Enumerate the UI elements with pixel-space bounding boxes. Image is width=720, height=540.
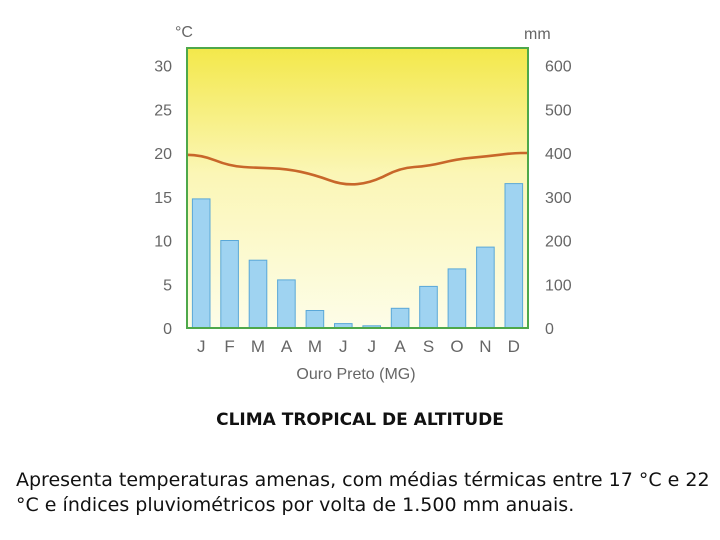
temperature-line (186, 151, 528, 186)
month-label: D (508, 337, 520, 356)
month-label: J (197, 337, 206, 356)
right-tick-label: 600 (545, 59, 572, 76)
plot-background (187, 48, 528, 328)
precip-bar-10 (447, 268, 467, 329)
left-axis-unit: °C (175, 24, 193, 41)
left-tick-label: 5 (163, 277, 172, 294)
month-label: S (423, 337, 434, 356)
month-label: A (281, 337, 293, 356)
precip-bar-9 (419, 285, 438, 329)
caption-text: Apresenta temperaturas amenas, com média… (16, 469, 710, 516)
right-axis-ticks: 0 100 200 300 400 500 600 (545, 59, 572, 339)
month-label: M (251, 337, 265, 356)
month-label: M (308, 337, 322, 356)
month-label: J (339, 337, 348, 356)
right-tick-label: 200 (545, 234, 572, 251)
left-tick-label: 10 (154, 234, 172, 251)
left-axis-ticks: 0 5 10 15 20 25 30 (154, 59, 172, 339)
month-label: J (367, 337, 376, 356)
right-tick-label: 500 (545, 102, 572, 119)
month-label: O (450, 337, 463, 356)
plot-frame (186, 47, 529, 329)
right-axis-unit: mm (524, 26, 551, 43)
precip-bar-12 (504, 183, 524, 329)
month-label: A (394, 337, 406, 356)
left-tick-label: 15 (154, 190, 172, 207)
precip-bar-3 (248, 259, 268, 329)
left-tick-label: 25 (154, 102, 172, 119)
precip-bar-1 (191, 198, 211, 329)
left-tick-label: 20 (154, 146, 172, 163)
left-tick-label: 0 (163, 321, 172, 338)
right-tick-label: 0 (545, 321, 554, 338)
left-tick-label: 30 (154, 59, 172, 76)
precip-bar-2 (220, 240, 239, 329)
precip-bar-8 (390, 307, 410, 329)
precip-bar-4 (277, 279, 296, 329)
precipitation-bars (191, 183, 524, 329)
precip-bar-5 (305, 310, 325, 329)
month-label: F (224, 337, 234, 356)
caption-title: CLIMA TROPICAL DE ALTITUDE (216, 410, 504, 430)
month-label: N (479, 337, 491, 356)
precip-bar-11 (476, 246, 495, 329)
x-axis-label: Ouro Preto (MG) (296, 366, 415, 383)
right-tick-label: 100 (545, 277, 572, 294)
right-tick-label: 400 (545, 146, 572, 163)
right-tick-label: 300 (545, 190, 572, 207)
